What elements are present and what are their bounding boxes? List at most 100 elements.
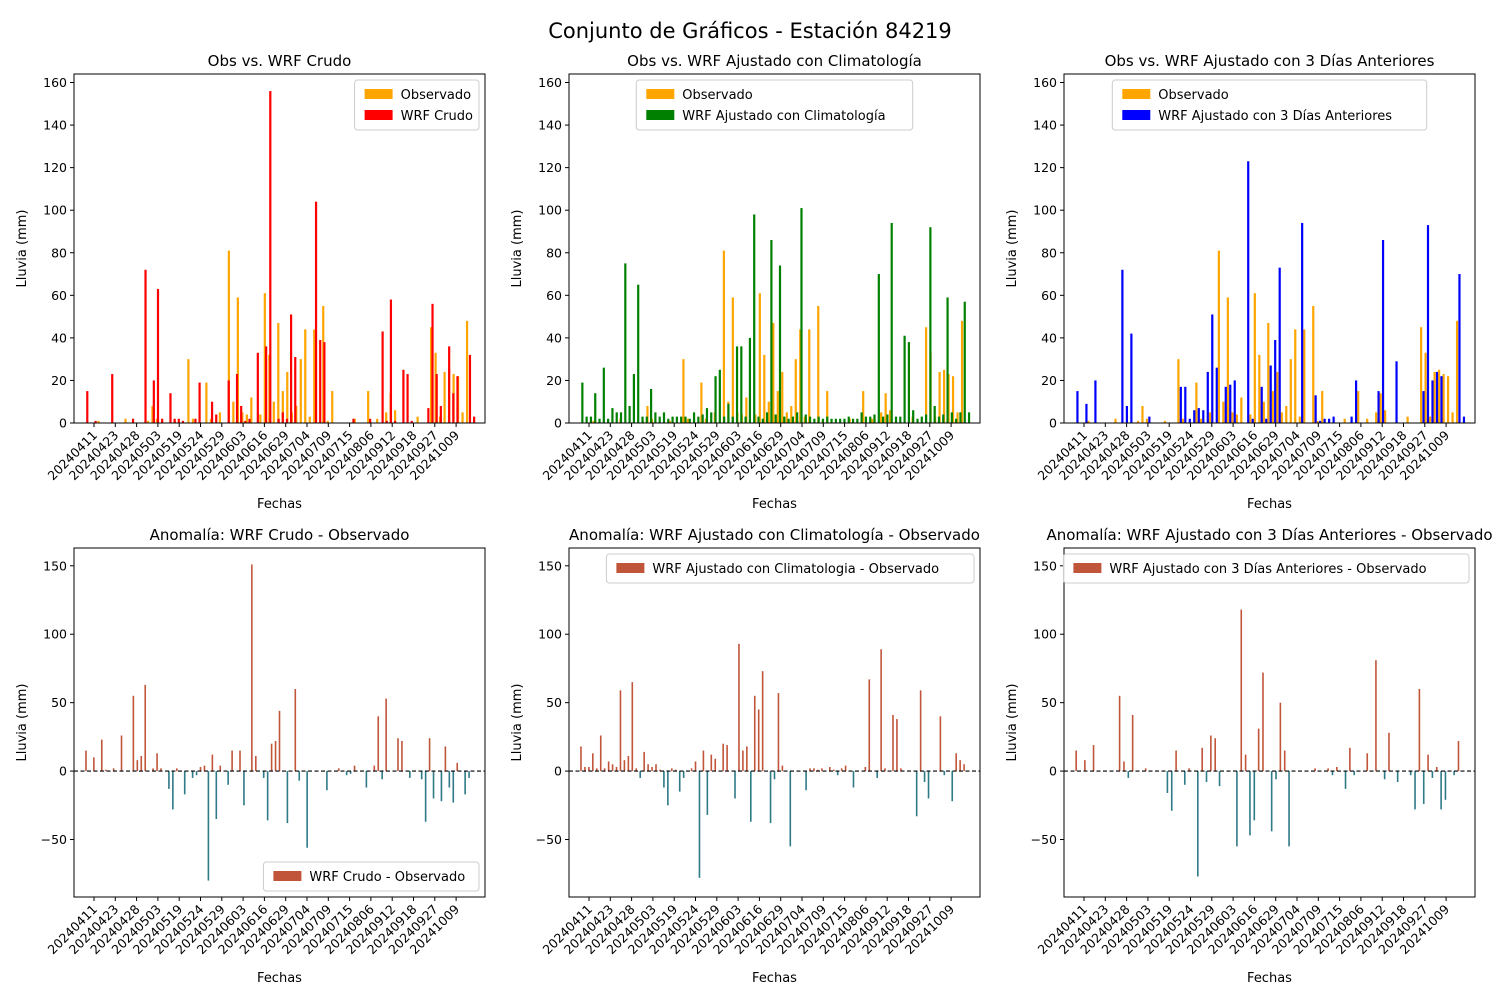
bar-p1-s0-60: [353, 418, 356, 423]
bar-p4-s0-67: [349, 771, 352, 774]
bar-p2-s0-81: [942, 369, 946, 423]
bar-p1-s0-80: [443, 371, 446, 423]
bar-p6-s0-77: [1409, 771, 1412, 776]
bar-p1-s1-93: [473, 416, 476, 423]
bar-p5-s0-49: [773, 771, 776, 780]
bar-p6-s0-21: [1166, 771, 1169, 793]
bar-p1-s1-34: [227, 380, 230, 423]
bar-p3-s0-53: [1312, 305, 1315, 423]
bar-p3-s0-49: [1294, 329, 1297, 423]
bar-p5-s0-63: [828, 766, 831, 772]
bar-p3-s0-47: [1285, 405, 1288, 423]
bar-p3-s0-60: [1343, 418, 1346, 423]
bar-p6-s0-49: [1288, 771, 1290, 847]
bar-p2-s1-46: [778, 265, 782, 423]
bar-p3-s0-30: [1208, 412, 1211, 423]
bar-p3-s1-86: [1462, 416, 1466, 423]
bar-p5-s0-80: [896, 719, 898, 772]
ytick-label-p3-6: 120: [1033, 160, 1057, 175]
bar-p1-s0-85: [465, 320, 469, 423]
bar-p5-s0-76: [880, 649, 882, 772]
bar-p3-s0-40: [1253, 293, 1256, 423]
bar-p3-s0-3: [1087, 420, 1090, 423]
bar-p1-s1-85: [439, 405, 442, 423]
bar-p5-s0-43: [750, 771, 752, 822]
bar-p4-s0-25: [183, 771, 186, 795]
bar-p6-s0-11: [1123, 761, 1125, 772]
bar-p1-s0-40: [263, 293, 266, 423]
bar-p1-s1-38: [244, 420, 247, 423]
bar-p3-s0-74: [1406, 416, 1409, 423]
bar-p1-s0-34: [236, 297, 239, 423]
bar-p1-s1-18: [161, 418, 164, 423]
bar-p4-s0-45: [262, 771, 265, 778]
bar-p1-s0-45: [286, 371, 289, 423]
bar-p3-s0-28: [1199, 418, 1202, 423]
bar-p5-s0-5: [599, 735, 602, 772]
bar-p2-s0-45: [781, 371, 784, 423]
bar-p4-s0-76: [385, 698, 387, 772]
bar-p2-s1-19: [662, 412, 666, 423]
bar-p2-s1-63: [851, 418, 855, 423]
bar-p2-s1-89: [963, 301, 966, 423]
bar-p5-s0-65: [836, 771, 839, 776]
ytick-label-p4-0: −50: [41, 832, 67, 847]
bar-p1-s0-48: [299, 359, 302, 423]
bar-p1-s1-73: [389, 299, 393, 423]
bar-p2-s1-44: [770, 239, 773, 423]
bar-p1-s0-36: [245, 414, 248, 423]
bar-p2-s1-31: [714, 376, 717, 423]
ytick-label-p1-8: 160: [43, 75, 67, 90]
bar-p2-s1-37: [740, 346, 743, 423]
bar-p2-s1-22: [675, 416, 678, 423]
bar-p3-s0-54: [1316, 420, 1319, 423]
bar-p2-s0-55: [826, 391, 829, 423]
bar-p3-s0-48: [1289, 359, 1292, 423]
bar-p2-s1-5: [602, 367, 605, 423]
legend-label-p2-1: WRF Ajustado con Climatología: [682, 109, 885, 124]
bar-p2-s0-27: [700, 382, 703, 423]
panel-p6: −500501001502024041120240423202404282024…: [1005, 526, 1493, 986]
bar-p5-s0-92: [943, 771, 946, 776]
bar-p2-s1-62: [847, 416, 850, 423]
bar-p2-s1-87: [955, 418, 958, 423]
bar-p5-s0-32: [706, 771, 709, 815]
bar-p1-s1-74: [393, 420, 397, 423]
ytick-label-p6-4: 150: [1033, 558, 1057, 573]
bar-p1-s1-56: [319, 340, 322, 423]
bar-p2-s1-32: [718, 369, 721, 423]
bar-p2-s1-35: [731, 416, 734, 423]
bar-p4-s0-92: [448, 771, 451, 788]
bar-p4-s0-74: [377, 716, 380, 772]
bar-p4-s0-5: [104, 769, 107, 772]
bar-p6-s0-71: [1383, 771, 1386, 780]
ytick-label-p5-3: 100: [538, 627, 562, 642]
bar-p3-s0-15: [1141, 405, 1144, 423]
xlabel-p3: Fechas: [1247, 497, 1292, 512]
bar-p1-s0-42: [272, 401, 275, 423]
panel-p1: 0204060801001201401602024041120240423202…: [15, 52, 486, 512]
ytick-label-p5-4: 150: [538, 558, 562, 573]
bar-p3-s1-33: [1224, 386, 1227, 423]
bar-p1-s0-67: [385, 412, 388, 423]
bar-p3-s1-25: [1188, 418, 1191, 423]
bar-p6-s0-63: [1349, 747, 1351, 772]
bar-p2-s1-86: [950, 412, 953, 423]
bar-p3-s1-68: [1381, 239, 1385, 423]
axes-frame-p4: [73, 547, 486, 898]
ytick-label-p5-2: 50: [546, 695, 562, 710]
bar-p3-s0-36: [1235, 414, 1238, 423]
bar-p1-s1-26: [194, 418, 197, 423]
bar-p5-s0-50: [777, 693, 780, 772]
bar-p6-s0-85: [1444, 771, 1447, 800]
bar-p3-s1-56: [1328, 418, 1331, 423]
bar-p5-s0-61: [821, 768, 823, 772]
bar-p4-s0-36: [227, 771, 229, 785]
bar-p2-s1-52: [804, 414, 807, 423]
bar-p5-s0-73: [868, 679, 871, 772]
bar-p1-s0-23: [187, 359, 190, 423]
bar-p5-s0-23: [671, 768, 673, 772]
bar-p1-s1-87: [448, 346, 451, 423]
bar-p1-s1-76: [402, 369, 405, 423]
bar-p5-s0-91: [939, 716, 942, 772]
